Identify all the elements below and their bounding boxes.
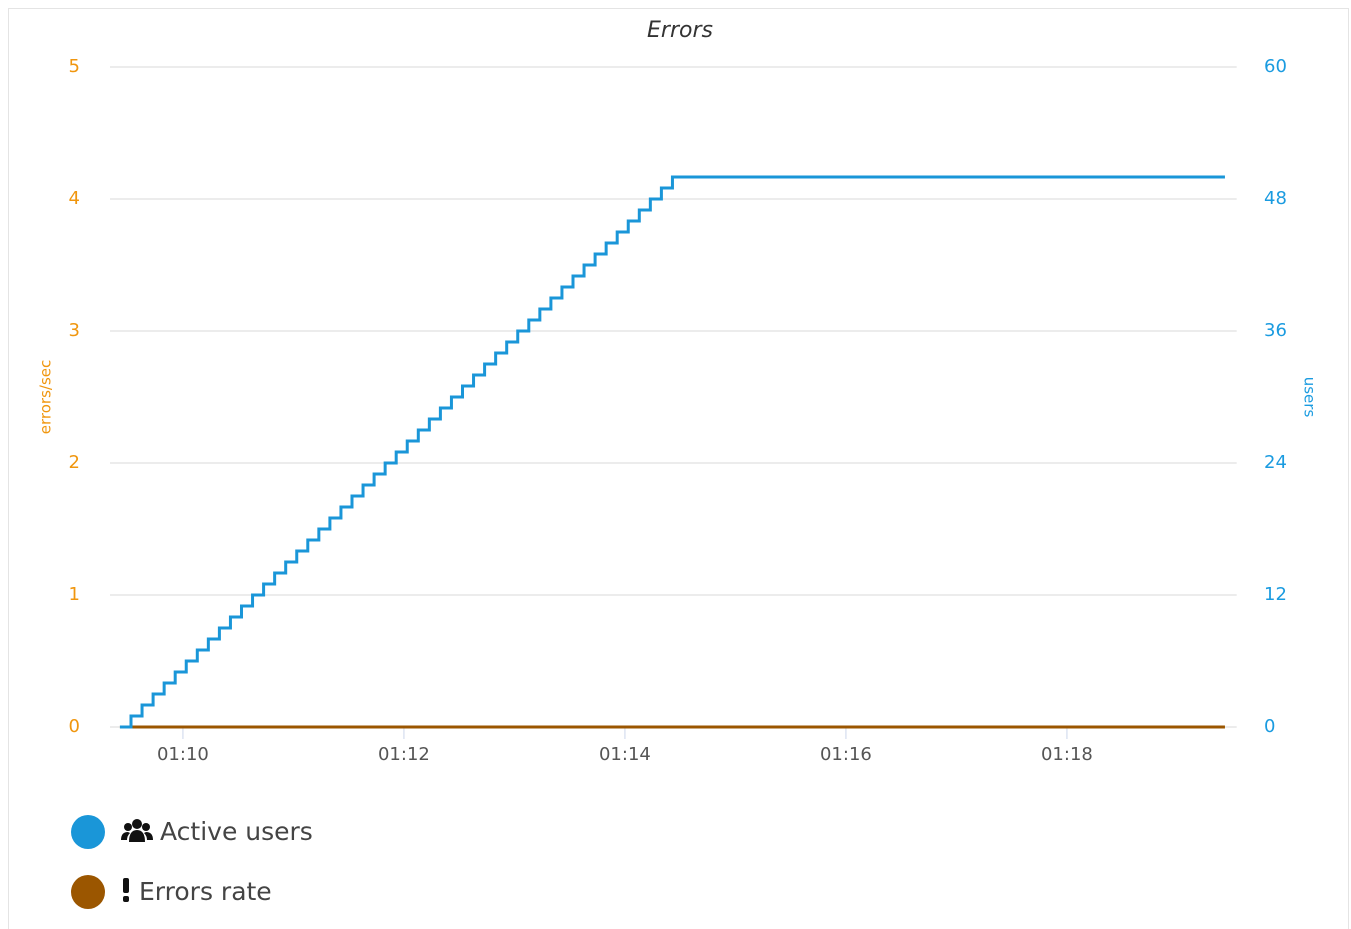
y2-tick-label: 60	[1264, 56, 1287, 77]
x-tick-label: 01:18	[1041, 744, 1093, 765]
frame	[8, 8, 1349, 929]
legend-marker	[71, 815, 105, 849]
y-tick-label: 3	[69, 320, 80, 341]
legend-label: Active users	[160, 817, 313, 846]
x-tick-label: 01:12	[378, 744, 430, 765]
y2-tick-label: 48	[1264, 188, 1287, 209]
x-tick-label: 01:14	[599, 744, 651, 765]
y2-tick-label: 36	[1264, 320, 1287, 341]
y2-axis-label: users	[1301, 377, 1319, 418]
y2-tick-label: 12	[1264, 584, 1287, 605]
x-tick-label: 01:10	[157, 744, 209, 765]
y-tick-label: 1	[69, 584, 80, 605]
legend-marker	[71, 875, 105, 909]
y-tick-label: 2	[69, 452, 80, 473]
legend-icon-users	[121, 819, 153, 842]
y-axis-label: errors/sec	[37, 360, 55, 434]
y2-tick-label: 0	[1264, 716, 1275, 737]
x-tick-label: 01:16	[820, 744, 872, 765]
legend-label: Errors rate	[139, 877, 272, 906]
series-line	[119, 175, 1225, 729]
y2-tick-label: 24	[1264, 452, 1287, 473]
chart-title: Errors	[647, 18, 713, 43]
y-tick-label: 4	[69, 188, 80, 209]
y-tick-label: 0	[69, 716, 80, 737]
legend-icon-error	[123, 878, 129, 902]
y-tick-label: 5	[69, 56, 80, 77]
